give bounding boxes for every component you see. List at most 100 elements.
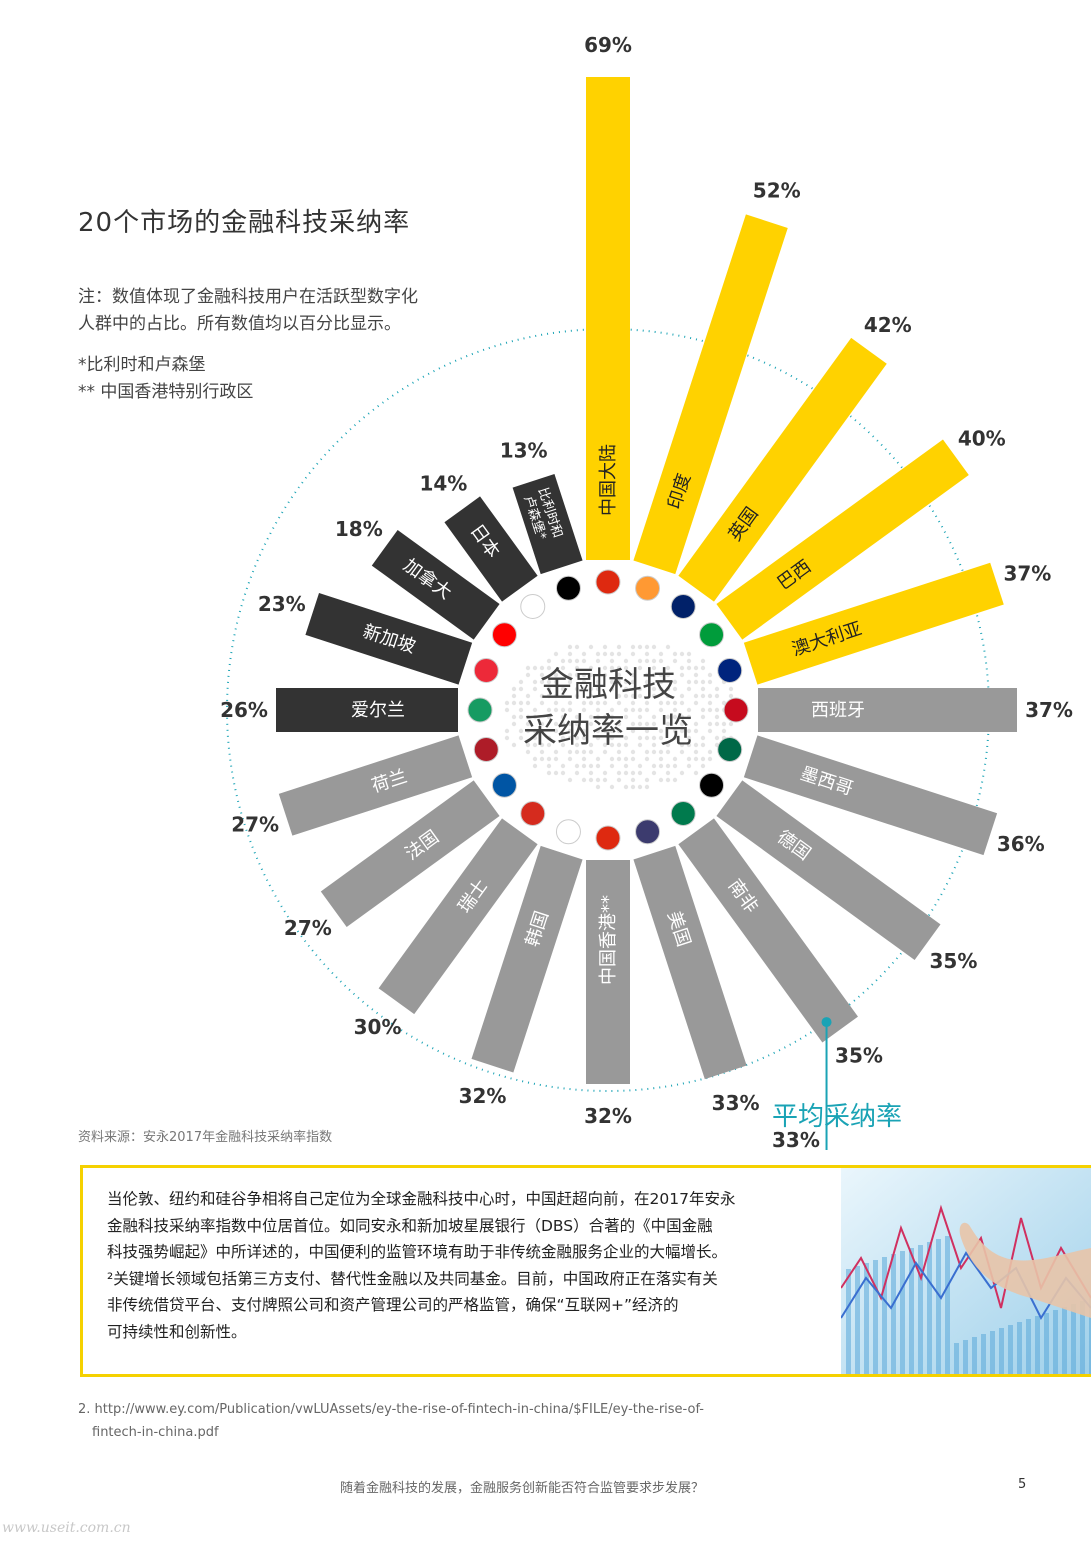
india-flag-icon: [635, 575, 661, 601]
spain-flag-icon: [723, 697, 749, 723]
japan-flag-icon: [520, 593, 546, 619]
bar-3: [716, 439, 969, 640]
bar-rect: [471, 845, 583, 1073]
hong-kong-flag-icon: [595, 825, 621, 851]
bar-0: [586, 77, 630, 560]
footnote: 2. http://www.ey.com/Publication/vwLUAss…: [78, 1398, 704, 1444]
value-label: 18%: [335, 517, 383, 541]
france-flag-icon: [491, 772, 517, 798]
bar-9: [633, 845, 747, 1080]
brazil-flag-icon: [699, 622, 725, 648]
bar-rect: [444, 496, 538, 602]
bar-17: [371, 529, 500, 640]
average-pointer-dot: [821, 1017, 832, 1028]
value-label: 13%: [500, 438, 548, 462]
bar-rect: [305, 592, 473, 685]
south-africa-flag-icon: [670, 801, 696, 827]
value-label: 33%: [712, 1091, 760, 1115]
bar-rect: [716, 780, 941, 960]
bar-rect: [276, 688, 458, 732]
page-title: 20个市场的金融科技采纳率: [78, 208, 411, 238]
bar-label-0: 中国大陆: [598, 444, 619, 516]
value-label: 36%: [997, 832, 1045, 856]
bar-7: [716, 780, 941, 960]
value-label: 35%: [930, 949, 978, 973]
value-label: 32%: [459, 1084, 507, 1108]
value-label: 14%: [419, 471, 467, 495]
bar-13: [320, 780, 500, 928]
value-label: 37%: [1003, 562, 1051, 586]
bar-2: [678, 337, 887, 602]
body-line: 金融科技采纳率指数中位居首位。如同安永和新加坡星展银行（DBS）合著的《中国金融: [107, 1216, 713, 1235]
germany-flag-icon: [699, 772, 725, 798]
photo-graphic: [841, 1168, 1091, 1374]
bar-rect: [378, 818, 538, 1015]
bar-label-text: 中国大陆: [598, 444, 619, 516]
bar-label-text: 中国香港**: [598, 895, 619, 985]
footnote-line-2: fintech-in-china.pdf: [92, 1425, 219, 1440]
note-line-1: 注：数值体现了金融科技用户在活跃型数字化: [78, 287, 418, 307]
bar-10: [586, 860, 630, 1084]
value-label: 27%: [284, 916, 332, 940]
running-footer: 随着金融科技的发展，金融服务创新能否符合监管要求步发展？: [340, 1481, 705, 1496]
bar-8: [678, 818, 858, 1043]
highlight-box: 当伦敦、纽约和硅谷争相将自己定位为全球金融科技中心时，中国赶超向前，在2017年…: [80, 1165, 1091, 1377]
bar-6: [743, 735, 998, 856]
bar-rect: [278, 735, 473, 836]
body-line: 当伦敦、纽约和硅谷争相将自己定位为全球金融科技中心时，中国赶超向前，在2017年…: [107, 1190, 736, 1208]
bar-rect: [716, 439, 969, 640]
canada-flag-icon: [491, 622, 517, 648]
korea-flag-icon: [555, 819, 581, 845]
footnote-hongkong: ** 中国香港特别行政区: [78, 382, 254, 402]
china-flag-icon: [595, 569, 621, 595]
netherlands-flag-icon: [473, 737, 499, 763]
footnote-belgium: *比利时和卢森堡: [78, 355, 206, 375]
ireland-flag-icon: [467, 697, 493, 723]
bar-14: [278, 735, 473, 836]
bar-label-text: 爱尔兰: [351, 700, 405, 721]
australia-flag-icon: [717, 657, 743, 683]
note-line-2: 人群中的占比。所有数值均以百分比显示。: [78, 314, 401, 334]
bar-rect: [678, 818, 858, 1043]
value-label: 30%: [354, 1015, 402, 1039]
bar-11: [471, 845, 583, 1073]
value-label: 26%: [220, 698, 268, 722]
bar-4: [743, 562, 1004, 685]
bar-rect: [371, 529, 500, 640]
bar-5: [758, 688, 1017, 732]
body-line: 非传统借贷平台、支付牌照公司和资产管理公司的严格监管，确保“互联网+”经济的: [107, 1296, 679, 1314]
bar-1: [633, 214, 788, 575]
body-line: ²关键增长领域包括第三方支付、替代性金融以及共同基金。目前，中国政府正在落实有关: [107, 1269, 718, 1288]
bar-12: [378, 818, 538, 1015]
value-label: 35%: [835, 1043, 883, 1067]
value-label: 40%: [958, 426, 1006, 450]
bar-rect: [678, 337, 887, 602]
singapore-flag-icon: [473, 657, 499, 683]
bar-label-text: 西班牙: [811, 700, 865, 721]
usa-flag-icon: [635, 819, 661, 845]
value-label: 27%: [231, 813, 279, 837]
bar-18: [444, 496, 538, 602]
bar-rect: [512, 473, 583, 575]
bar-rect: [633, 214, 788, 575]
value-label: 23%: [258, 592, 306, 616]
bar-rect: [633, 845, 747, 1080]
bar-rect: [743, 735, 998, 856]
center-title-line-2: 采纳率一览: [523, 711, 693, 751]
body-line: 科技强势崛起》中所详述的，中国便利的监管环境有助于非传统金融服务企业的大幅增长。: [107, 1243, 728, 1261]
bar-rect: [586, 77, 630, 560]
average-label: 平均采纳率: [772, 1102, 903, 1132]
bar-16: [305, 592, 473, 685]
source-note: 资料来源：安永2017年金融科技采纳率指数: [78, 1130, 333, 1145]
center-title-line-1: 金融科技: [540, 665, 676, 705]
belgium-luxembourg-flag-icon: [555, 575, 581, 601]
bar-rect: [758, 688, 1017, 732]
uk-flag-icon: [670, 593, 696, 619]
bar-rect: [743, 562, 1004, 685]
value-label: 52%: [753, 179, 801, 203]
body-paragraph: 当伦敦、纽约和硅谷争相将自己定位为全球金融科技中心时，中国赶超向前，在2017年…: [107, 1186, 827, 1345]
bar-label-15: 爱尔兰: [351, 700, 405, 721]
value-label: 37%: [1025, 698, 1073, 722]
